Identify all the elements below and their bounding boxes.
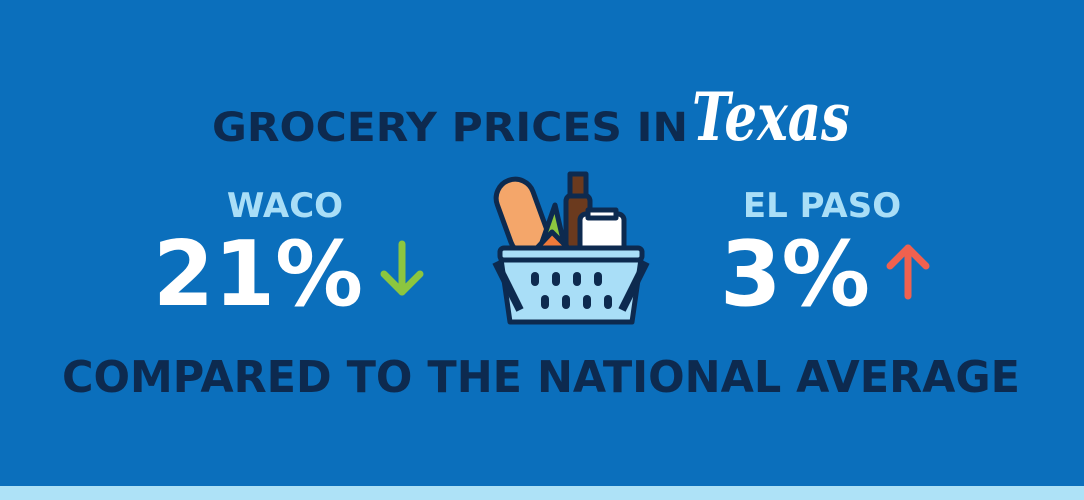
city-name: WACO xyxy=(227,186,343,226)
basket-icon xyxy=(492,171,650,325)
city-change: 3% xyxy=(720,222,870,327)
up-arrow xyxy=(886,244,930,300)
bottom-strip xyxy=(0,486,1084,500)
city-change: 21% xyxy=(153,222,363,327)
title-script: Texas xyxy=(692,78,850,156)
down-arrow xyxy=(380,240,424,296)
city-name: EL PASO xyxy=(743,186,901,226)
title: GROCERY PRICES IN xyxy=(212,105,688,151)
footer-text: COMPARED TO THE NATIONAL AVERAGE xyxy=(62,352,1020,403)
